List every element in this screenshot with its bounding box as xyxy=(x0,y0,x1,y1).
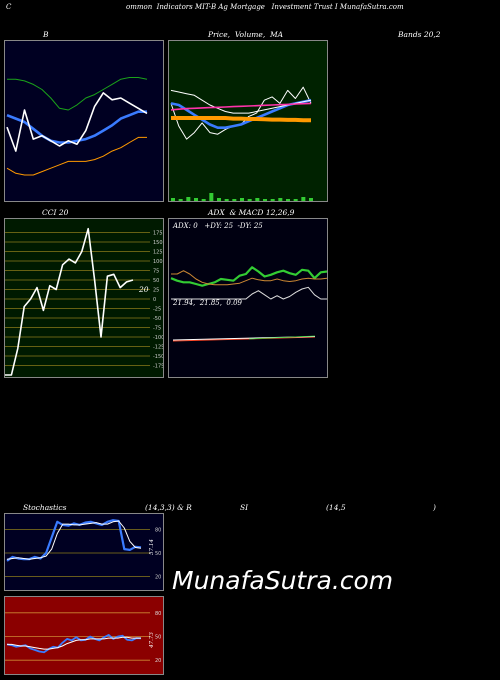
brand-watermark: MunafaSutra.com xyxy=(172,566,394,595)
adx-macd-chart xyxy=(169,219,327,377)
bollinger-chart xyxy=(5,41,163,201)
bollinger-background xyxy=(5,41,163,201)
cci-chart: 175 150 125 100 75 50 25 0 -25 -50 -75 -100 -125 -150… xyxy=(5,219,164,377)
stochastics-chart: 80 50 20 xyxy=(5,514,163,590)
volume-bar xyxy=(255,198,260,201)
stoch-params: (14,3,3) & R xyxy=(145,503,192,512)
cci-level-label: 25 xyxy=(153,288,159,294)
cci-level-label: -175 xyxy=(153,364,164,370)
cci-value-label: 20 xyxy=(139,285,149,294)
volume-bar xyxy=(278,198,283,201)
macd-line xyxy=(172,336,316,342)
stoch-title: Stochastics xyxy=(23,503,67,512)
macd-values-label: 21.94, 21.85, 0.09 xyxy=(173,299,243,307)
price-panel-label: Price, Volume, MA xyxy=(208,30,284,39)
volume-bar xyxy=(224,199,229,201)
bollinger-panel xyxy=(4,40,164,202)
bands-right-label: Bands 20,2 xyxy=(398,30,441,39)
cci-level-label: 0 xyxy=(153,297,156,303)
cci-level-label: 75 xyxy=(153,269,159,275)
bands-panel-label: B xyxy=(43,30,49,39)
rsi-panel: 80 50 20 47.73 xyxy=(4,596,164,675)
rsi-title: SI xyxy=(240,503,249,512)
stoch-d-line xyxy=(6,520,142,560)
rsi-level-label: 20 xyxy=(155,658,161,664)
header-left: C xyxy=(6,3,12,11)
price-ma_long-line xyxy=(170,102,312,111)
adx-plus_dy-line xyxy=(170,266,327,287)
stoch-level-label: 50 xyxy=(155,551,161,557)
macd-histogram-line xyxy=(248,335,316,340)
bollinger-upper-line xyxy=(7,77,148,111)
bollinger-lower-line xyxy=(6,136,147,176)
adx-panel-label: ADX & MACD 12,26,9 xyxy=(208,208,295,217)
bollinger-middle-line xyxy=(6,110,147,144)
volume-bar xyxy=(194,198,198,201)
volume-bar xyxy=(178,199,183,201)
rsi-chart: 80 50 20 xyxy=(5,597,163,674)
cci-panel: 175 150 125 100 75 50 25 0 -25 -50 -75 -100 -125 -150… xyxy=(4,218,164,378)
volume-bar xyxy=(293,199,298,201)
cci-level-label: -75 xyxy=(153,326,161,332)
volume-bar xyxy=(171,198,175,201)
rsi-level-label: 80 xyxy=(155,611,161,617)
volume-bar xyxy=(201,199,206,201)
rsi-rsi-line xyxy=(6,634,142,654)
volume-bar xyxy=(186,197,191,201)
stochastics-panel: 80 50 20 57.14 xyxy=(4,513,164,591)
cci-level-label: -50 xyxy=(153,316,161,322)
rsi-background xyxy=(5,597,163,674)
price-panel xyxy=(168,40,328,202)
adx-macd-panel: ADX: 0 +DY: 25 -DY: 25 21.94, 21.85, 0.0… xyxy=(168,218,328,378)
rsi-params: (14,5 xyxy=(326,503,346,512)
volume-bar xyxy=(263,199,267,201)
cci-level-label: -150 xyxy=(153,354,164,360)
volume-bar xyxy=(232,199,237,201)
cci-level-label: 175 xyxy=(153,231,163,237)
adx-minus_dy-line xyxy=(171,270,327,286)
cci-level-label: -125 xyxy=(153,345,164,351)
volume-bar xyxy=(247,199,252,201)
bollinger-price-line xyxy=(6,92,148,152)
price-ma_orange-line xyxy=(171,116,311,123)
stochastics-background xyxy=(5,514,163,590)
rsi-close: ) xyxy=(433,503,436,512)
stoch-level-label: 80 xyxy=(155,528,161,534)
rsi-value-label: 47.73 xyxy=(148,632,155,648)
volume-bar xyxy=(286,199,290,201)
volume-bar xyxy=(270,199,275,201)
volume-bar xyxy=(301,197,306,201)
volume-bar xyxy=(309,198,313,201)
page-title: ommon Indicators MIT-B Ag Mortgage Inves… xyxy=(126,3,404,11)
adx-adx-line xyxy=(171,286,327,300)
cci-level-label: -25 xyxy=(153,307,161,313)
stoch-level-label: 20 xyxy=(155,574,161,580)
adx-values-label: ADX: 0 +DY: 25 -DY: 25 xyxy=(173,222,263,230)
volume-bar xyxy=(209,193,214,201)
cci-level-label: 150 xyxy=(153,240,163,246)
cci-level-label: 100 xyxy=(153,259,163,265)
cci-line xyxy=(5,227,134,376)
cci-panel-label: CCI 20 xyxy=(42,208,69,217)
rsi-signal-line xyxy=(7,636,141,650)
price-chart xyxy=(169,41,327,201)
cci-level-label: 50 xyxy=(153,278,159,284)
cci-level-label: -100 xyxy=(153,335,164,341)
adx-background xyxy=(169,219,327,377)
cci-level-label: 125 xyxy=(153,250,163,256)
rsi-level-label: 50 xyxy=(155,635,161,641)
volume-bar xyxy=(240,198,244,201)
volume-bar xyxy=(217,198,221,201)
stoch-value-label: 57.14 xyxy=(148,539,155,555)
